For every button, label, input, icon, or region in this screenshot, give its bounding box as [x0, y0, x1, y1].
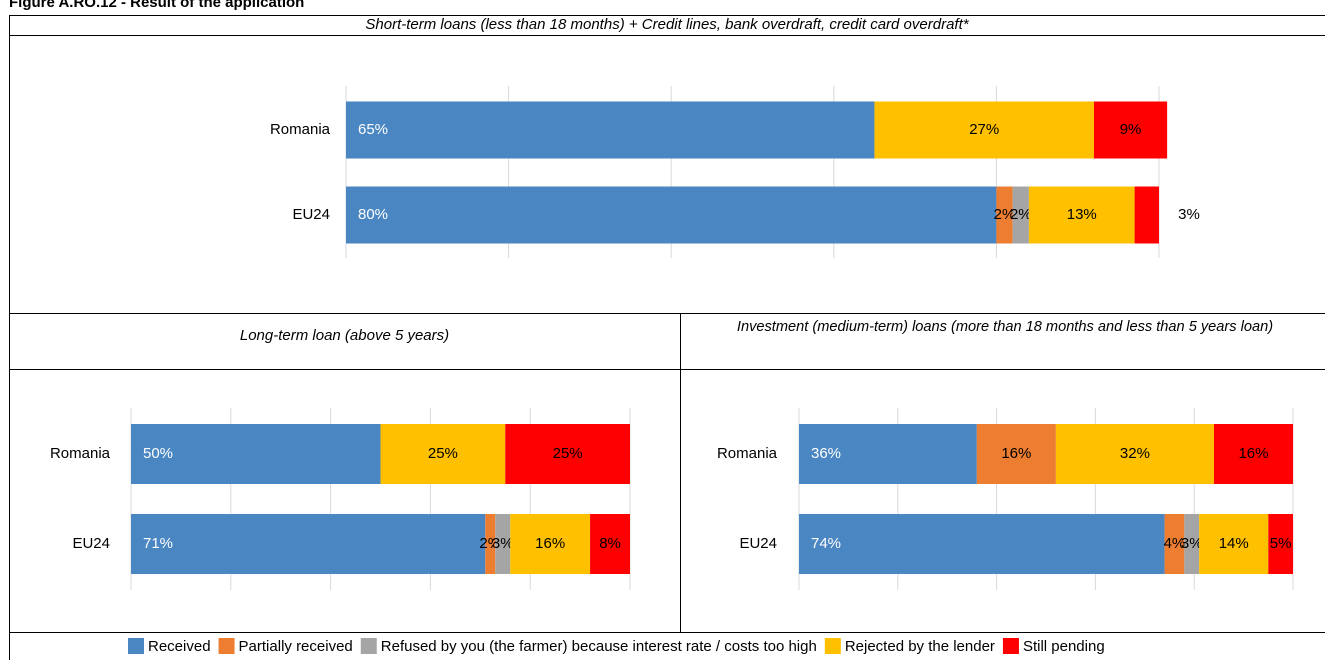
y-tick-label: EU24	[739, 535, 777, 552]
bar-segment	[874, 101, 1094, 159]
legend-swatch	[218, 638, 235, 654]
data-label: 16%	[1001, 445, 1031, 462]
data-label: 9%	[1120, 121, 1142, 138]
data-label: 13%	[1067, 206, 1097, 223]
bar-segment	[505, 424, 630, 484]
bar-segment	[1199, 514, 1269, 574]
frame	[9, 15, 1325, 660]
legend-label: Received	[148, 638, 211, 655]
bar-segment	[996, 186, 1013, 244]
data-label: 36%	[811, 445, 841, 462]
bar-segment	[1093, 101, 1168, 159]
data-label: 50%	[143, 445, 173, 462]
data-label: 3%	[492, 535, 514, 552]
bar-segment	[799, 424, 977, 484]
bar-segment	[485, 514, 496, 574]
legend-label: Partially received	[239, 638, 353, 655]
y-tick-label: EU24	[72, 535, 110, 552]
bar-segment	[1268, 514, 1293, 574]
data-label: 65%	[358, 121, 388, 138]
chart-title: Long-term loan (above 5 years)	[239, 327, 450, 344]
bar-segment	[131, 514, 486, 574]
legend-swatch	[824, 638, 841, 654]
chart-title: Investment (medium-term) loans (more tha…	[736, 319, 1274, 335]
legend-swatch	[360, 638, 377, 654]
bar-segment	[346, 186, 997, 244]
data-label: 2%	[1010, 206, 1032, 223]
legend-label: Rejected by the lender	[845, 638, 995, 655]
legend-swatch	[1002, 638, 1019, 654]
bar-segment	[976, 424, 1056, 484]
data-label: 4%	[1164, 535, 1186, 552]
data-label: 3%	[1181, 535, 1203, 552]
bar-segment	[1164, 514, 1185, 574]
data-label: 74%	[811, 535, 841, 552]
bar-segment	[1134, 186, 1159, 244]
data-label: 5%	[1270, 535, 1292, 552]
data-label: 25%	[553, 445, 583, 462]
bar-segment	[495, 514, 511, 574]
data-label: 8%	[599, 535, 621, 552]
bar-segment	[1028, 186, 1135, 244]
bar-segment	[510, 514, 591, 574]
bar-segment	[380, 424, 506, 484]
bar-segment	[346, 101, 875, 159]
y-tick-label: Romania	[717, 445, 778, 462]
data-label: 14%	[1219, 535, 1249, 552]
y-tick-label: Romania	[50, 445, 111, 462]
bar-segment	[131, 424, 381, 484]
chart-title: Short-term loans (less than 18 months) +…	[365, 16, 969, 33]
data-label: 80%	[358, 206, 388, 223]
y-tick-label: Romania	[270, 121, 331, 138]
bar-segment	[1012, 186, 1029, 244]
bar-segment	[1184, 514, 1200, 574]
data-label: 32%	[1120, 445, 1150, 462]
legend-label: Still pending	[1023, 638, 1105, 655]
data-label: 71%	[143, 535, 173, 552]
bar-segment	[590, 514, 630, 574]
bar-segment	[1213, 424, 1293, 484]
legend-swatch	[128, 638, 144, 654]
data-label: 3%	[1178, 206, 1200, 223]
y-tick-label: EU24	[292, 206, 330, 223]
legend-label: Refused by you (the farmer) because inte…	[381, 638, 817, 655]
data-label: 25%	[428, 445, 458, 462]
bar-segment	[799, 514, 1165, 574]
data-label: 2%	[994, 206, 1016, 223]
figure-title: Figure A.RO.12 - Result of the applicati…	[9, 0, 305, 11]
data-label: 16%	[535, 535, 565, 552]
data-label: 27%	[969, 121, 999, 138]
bar-segment	[1055, 424, 1214, 484]
data-label: 16%	[1238, 445, 1268, 462]
